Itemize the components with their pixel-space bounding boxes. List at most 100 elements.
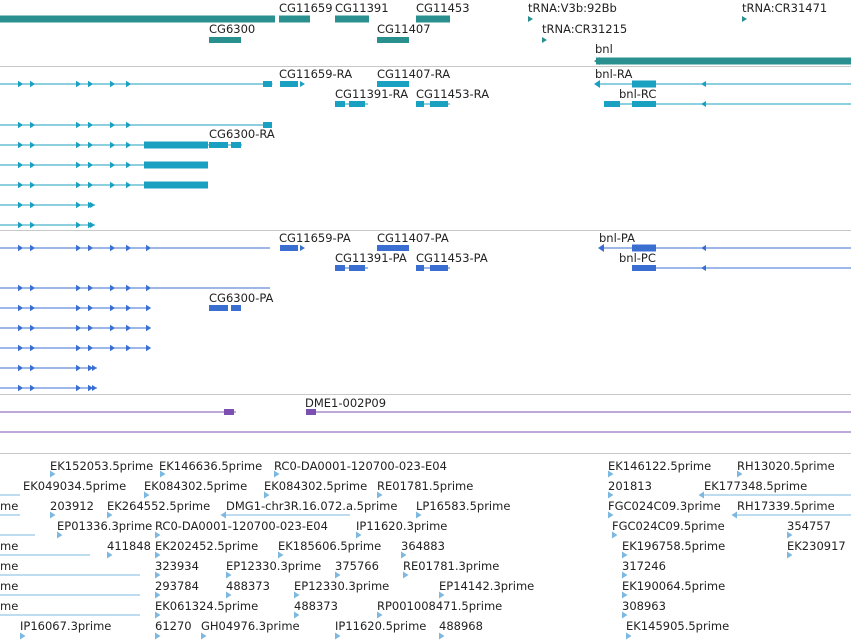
est-label[interactable]: DMG1-chr3R.16.072.a.5prime — [226, 499, 398, 513]
est-label[interactable]: me — [0, 499, 19, 513]
strand-arrow-right — [110, 284, 116, 292]
est-label[interactable]: 411848 — [107, 539, 151, 553]
transcript-label-cg11391-ra[interactable]: CG11391-RA — [335, 87, 409, 101]
est-label[interactable]: EK264552.5prime — [107, 499, 211, 513]
gene-label-trna-v3b[interactable]: tRNA:V3b:92Bb — [528, 1, 617, 15]
est-label[interactable]: RE01781.3prime — [403, 559, 500, 573]
strand-arrow-right — [76, 384, 82, 392]
gene-block — [596, 57, 851, 65]
exon-block — [349, 265, 365, 271]
gene-label-cg11407[interactable]: CG11407 — [377, 22, 431, 36]
gene-label-bnl[interactable]: bnl — [595, 42, 613, 56]
est-label[interactable]: EK230917 — [787, 539, 846, 553]
est-label[interactable]: EK177348.5prime — [704, 479, 808, 493]
transcript-label-cg11453-ra[interactable]: CG11453-RA — [416, 87, 490, 101]
est-label[interactable]: RH17339.5prime — [737, 499, 835, 513]
transcript-label-bnl-rc[interactable]: bnl-RC — [619, 87, 657, 101]
est-label[interactable]: EP12330.3prime — [226, 559, 322, 573]
est-label[interactable]: 375766 — [335, 559, 379, 573]
est-label[interactable]: me — [0, 539, 19, 553]
exon-block — [144, 141, 208, 149]
est-label[interactable]: RH13020.5prime — [737, 459, 835, 473]
est-label[interactable]: me — [0, 579, 19, 593]
est-label[interactable]: RC0-DA0001-120700-023-E04 — [274, 459, 447, 473]
exon-block — [144, 161, 208, 169]
est-label[interactable]: EK202452.5prime — [155, 539, 259, 553]
strand-arrow-right — [88, 244, 94, 252]
est-label[interactable]: EK084302.5prime — [264, 479, 368, 493]
transcript-label-cg6300-ra[interactable]: CG6300-RA — [209, 127, 275, 141]
transcript-label-bnl-ra[interactable]: bnl-RA — [595, 67, 633, 81]
protein-label-cg11407-pa[interactable]: CG11407-PA — [377, 231, 449, 245]
gene-label-cg6300[interactable]: CG6300 — [209, 22, 256, 36]
strand-arrow-right — [30, 364, 36, 372]
est-label[interactable]: me — [0, 599, 19, 613]
est-label[interactable]: 323934 — [155, 559, 199, 573]
est-label[interactable]: GH04976.3prime — [201, 619, 300, 633]
protein-label-cg11659-pa[interactable]: CG11659-PA — [279, 231, 351, 245]
est-label[interactable]: IP11620.5prime — [335, 619, 427, 633]
strand-arrow-right — [76, 244, 82, 252]
gene-label-trna-cr31215[interactable]: tRNA:CR31215 — [542, 22, 628, 36]
protein-label-cg6300-pa[interactable]: CG6300-PA — [209, 291, 274, 305]
strand-arrow-right — [88, 121, 94, 129]
gene-label-cg11453[interactable]: CG11453 — [416, 1, 470, 15]
est-label[interactable]: LP16583.5prime — [416, 499, 511, 513]
protein-label-cg11391-pa[interactable]: CG11391-PA — [335, 251, 407, 265]
est-label[interactable]: me — [0, 559, 19, 573]
est-label[interactable]: IP16067.3prime — [20, 619, 112, 633]
est-label[interactable]: 488373 — [294, 599, 338, 613]
protein-label-bnl-pc[interactable]: bnl-PC — [619, 251, 656, 265]
est-label[interactable]: EK145905.5prime — [626, 619, 730, 633]
est-label[interactable]: IP11620.3prime — [356, 519, 448, 533]
est-label[interactable]: EP12330.3prime — [294, 579, 390, 593]
est-label[interactable]: EK049034.5prime — [23, 479, 127, 493]
strand-arrow-right — [76, 80, 82, 88]
est-label[interactable]: 354757 — [787, 519, 831, 533]
est-label[interactable]: RE01781.5prime — [377, 479, 474, 493]
protein-label-cg11453-pa[interactable]: CG11453-PA — [416, 251, 488, 265]
exon-block — [632, 101, 656, 107]
est-label[interactable]: 201813 — [608, 479, 652, 493]
est-label[interactable]: EP01336.3prime — [57, 519, 153, 533]
est-label[interactable]: EK146636.5prime — [159, 459, 263, 473]
est-label[interactable]: 203912 — [50, 499, 94, 513]
est-label[interactable]: EK196758.5prime — [622, 539, 726, 553]
est-label[interactable]: 488373 — [226, 579, 270, 593]
est-label[interactable]: 293784 — [155, 579, 199, 593]
est-label[interactable]: 308963 — [622, 599, 666, 613]
clone-label[interactable]: DME1-002P09 — [305, 396, 387, 410]
est-label[interactable]: EP14142.3prime — [439, 579, 535, 593]
strand-arrow-right — [201, 632, 207, 640]
est-label[interactable]: EK152053.5prime — [50, 459, 154, 473]
strand-arrow-right — [155, 591, 161, 599]
transcript-label-cg11407-ra[interactable]: CG11407-RA — [377, 67, 451, 81]
gene-label-cg11659[interactable]: CG11659 — [279, 1, 333, 15]
strand-arrow-right — [50, 470, 56, 478]
strand-arrow-right — [76, 284, 82, 292]
est-label[interactable]: RC0-DA0001-120700-023-E04 — [155, 519, 328, 533]
gene-label-trna-cr31471[interactable]: tRNA:CR31471 — [742, 1, 828, 15]
gene-label-cg11391[interactable]: CG11391 — [335, 1, 389, 15]
est-label[interactable]: EK185606.5prime — [278, 539, 382, 553]
strand-arrow-right — [404, 81, 409, 87]
est-label[interactable]: 317246 — [622, 559, 666, 573]
est-label[interactable]: FGC024C09.5prime — [612, 519, 725, 533]
gene-block — [0, 15, 275, 23]
transcript-label-cg11659-ra[interactable]: CG11659-RA — [279, 67, 353, 81]
est-label[interactable]: EK061324.5prime — [155, 599, 259, 613]
est-label[interactable]: FGC024C09.3prime — [608, 499, 721, 513]
exon-block — [349, 101, 365, 107]
est-label[interactable]: EK190064.5prime — [622, 579, 726, 593]
strand-arrow-right — [76, 141, 82, 149]
est-label[interactable]: 364883 — [401, 539, 445, 553]
est-label[interactable]: 61270 — [155, 619, 192, 633]
strand-arrow-right — [30, 324, 36, 332]
est-label[interactable]: EK146122.5prime — [608, 459, 712, 473]
est-label[interactable]: RP001008471.5prime — [377, 599, 503, 613]
protein-label-bnl-pa[interactable]: bnl-PA — [599, 231, 635, 245]
est-label[interactable]: 488968 — [439, 619, 483, 633]
est-label[interactable]: EK084302.5prime — [144, 479, 248, 493]
strand-arrow-right — [110, 141, 116, 149]
